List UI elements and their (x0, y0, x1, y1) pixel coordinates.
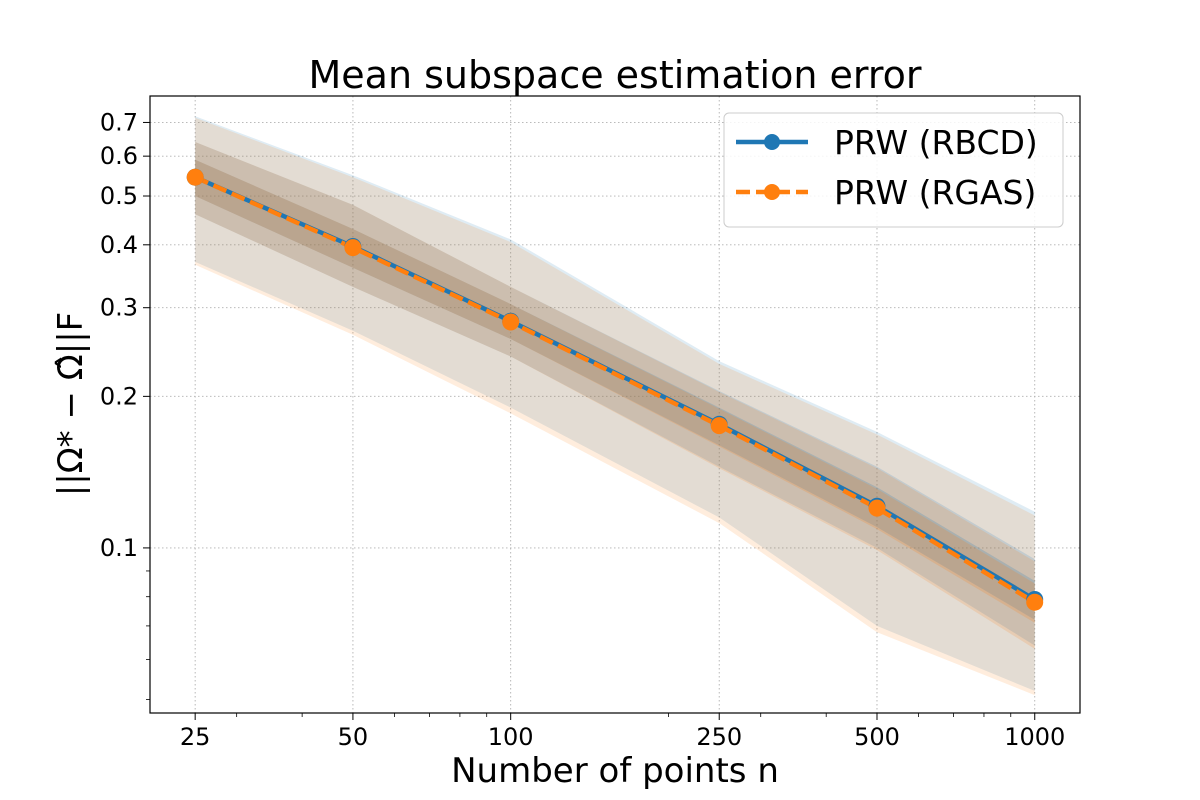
y-tick-label: 0.6 (100, 142, 138, 170)
data-point-rgas (710, 417, 728, 435)
y-tick-label: 0.4 (100, 231, 138, 259)
y-axis-label: ||Ω* − Ω̂||F (51, 312, 91, 496)
x-tick-label: 25 (180, 723, 211, 751)
series-markers (186, 168, 1044, 611)
band-mid-rbcd (195, 142, 1035, 646)
band-outer-rgas (195, 117, 1035, 696)
x-tick-label: 250 (696, 723, 742, 751)
legend-label-rgas: PRW (RGAS) (834, 173, 1036, 212)
y-axis-label-group: ||Ω* − Ω̂||F (51, 312, 91, 496)
y-tick-label: 0.3 (100, 294, 138, 322)
band-outer-rbcd (195, 116, 1035, 691)
x-axis-label: Number of points n (451, 751, 779, 791)
legend-marker-rgas (764, 184, 780, 200)
y-tick-label: 0.7 (100, 108, 138, 136)
band-inner-rgas (195, 159, 1035, 623)
legend-box (723, 112, 1064, 228)
confidence-bands (195, 116, 1035, 696)
series-line-rgas (194, 175, 1036, 605)
chart-title: Mean subspace estimation error (309, 53, 922, 97)
y-tick-label: 0.1 (100, 534, 138, 562)
y-tick-label: 0.5 (100, 182, 138, 210)
data-point-rgas (1026, 593, 1044, 611)
x-tick-label: 500 (854, 723, 900, 751)
legend: PRW (RBCD) PRW (RGAS) (723, 112, 1064, 228)
data-point-rgas (186, 168, 204, 186)
x-tick-label: 1000 (1004, 723, 1065, 751)
data-point-rgas (868, 499, 886, 517)
data-point-rgas (344, 239, 362, 257)
x-tick-label: 100 (488, 723, 534, 751)
data-point-rgas (502, 313, 520, 331)
y-tick-label: 0.2 (100, 382, 138, 410)
x-tick-label: 50 (338, 723, 369, 751)
grid (150, 96, 1080, 713)
series-lines (194, 175, 1036, 605)
legend-label-rbcd: PRW (RBCD) (834, 123, 1038, 162)
legend-marker-rbcd (764, 134, 780, 150)
band-inner-rbcd (195, 159, 1035, 620)
plot-frame (149, 95, 1081, 714)
axis-ticks: 25 50 100 250 500 1000 0.1 0.2 0.3 0.4 0.5 0.6 0.7 (100, 108, 1065, 751)
